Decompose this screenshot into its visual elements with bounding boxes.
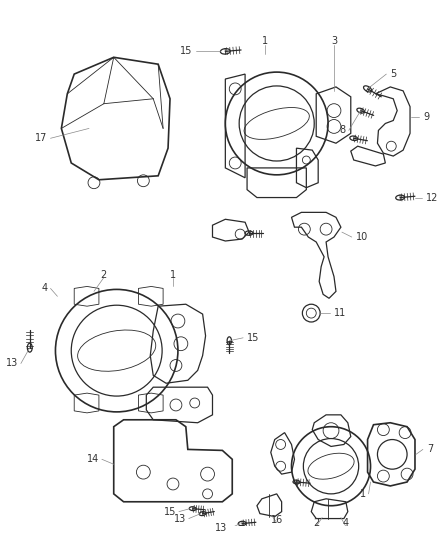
Text: 1: 1 [261, 36, 267, 46]
Text: 3: 3 [330, 36, 336, 46]
Text: 13: 13 [6, 359, 18, 368]
Text: 1: 1 [359, 489, 365, 499]
Text: 2: 2 [100, 270, 107, 280]
Text: 16: 16 [270, 514, 282, 524]
Text: 7: 7 [426, 445, 432, 455]
Text: 15: 15 [180, 46, 192, 56]
Text: 4: 4 [41, 284, 47, 294]
Text: 11: 11 [333, 308, 346, 318]
Text: 13: 13 [215, 523, 227, 533]
Text: 4: 4 [342, 519, 348, 529]
Text: 2: 2 [312, 519, 318, 529]
Text: 15: 15 [163, 507, 176, 516]
Text: 5: 5 [389, 69, 396, 79]
Text: 9: 9 [422, 111, 428, 122]
Text: 12: 12 [425, 192, 437, 203]
Text: 8: 8 [339, 125, 345, 135]
Text: 14: 14 [86, 454, 99, 464]
Text: 10: 10 [355, 232, 367, 242]
Text: 17: 17 [35, 133, 47, 143]
Text: 15: 15 [247, 333, 259, 343]
Text: 1: 1 [170, 270, 176, 280]
Text: 13: 13 [173, 514, 185, 523]
